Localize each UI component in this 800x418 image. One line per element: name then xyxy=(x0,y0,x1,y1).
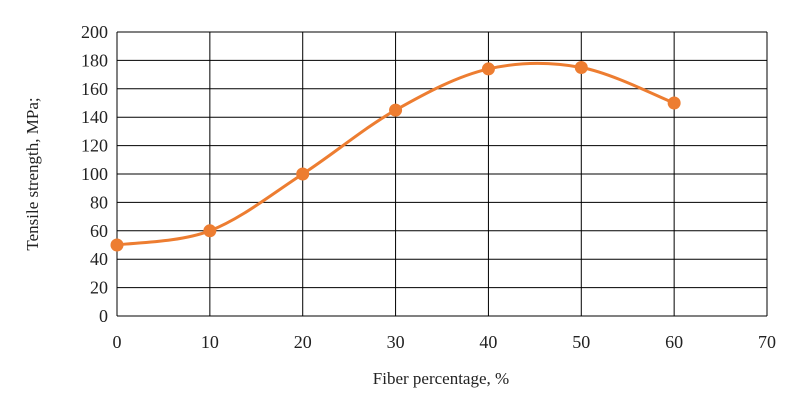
data-point xyxy=(574,61,588,74)
x-tick-label: 20 xyxy=(294,332,312,352)
x-tick-label: 0 xyxy=(113,332,122,352)
y-tick-label: 120 xyxy=(81,136,108,156)
y-tick-label: 0 xyxy=(99,306,108,326)
y-tick-label: 140 xyxy=(81,107,108,127)
y-tick-label: 160 xyxy=(81,79,108,99)
data-point xyxy=(296,167,310,181)
y-tick-label: 180 xyxy=(81,50,108,70)
y-axis-title: Tensile strength, MPa; xyxy=(23,97,42,250)
data-point xyxy=(110,238,124,252)
x-tick-label: 50 xyxy=(572,332,590,352)
data-point xyxy=(203,224,217,238)
y-tick-label: 40 xyxy=(90,249,108,269)
data-point xyxy=(481,62,495,76)
y-tick-label: 80 xyxy=(90,192,108,212)
x-tick-label: 70 xyxy=(758,332,776,352)
y-axis-ticks: 0 20 40 60 80 100 120 140 160 180 200 xyxy=(81,22,108,326)
y-tick-label: 20 xyxy=(90,278,108,298)
x-tick-label: 10 xyxy=(201,332,219,352)
data-point xyxy=(389,103,403,117)
x-tick-label: 30 xyxy=(387,332,405,352)
x-tick-label: 40 xyxy=(479,332,497,352)
y-tick-label: 100 xyxy=(81,164,108,184)
series-group xyxy=(110,61,681,252)
grid xyxy=(116,31,768,317)
y-tick-label: 60 xyxy=(90,221,108,241)
x-axis-title: Fiber percentage, % xyxy=(373,369,509,388)
x-tick-label: 60 xyxy=(665,332,683,352)
y-tick-label: 200 xyxy=(81,22,108,42)
data-point xyxy=(667,96,681,110)
x-axis-ticks: 0 10 20 30 40 50 60 70 xyxy=(113,332,777,352)
